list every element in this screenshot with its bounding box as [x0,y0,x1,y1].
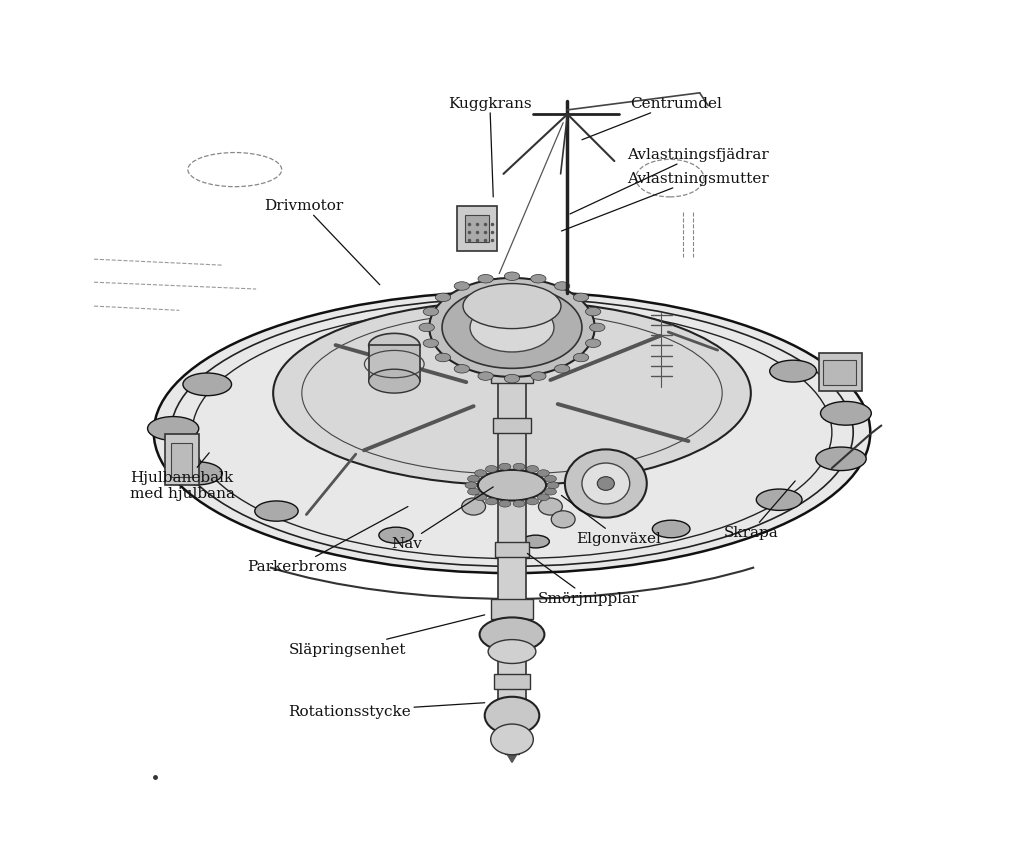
Ellipse shape [423,340,438,348]
Ellipse shape [479,618,545,652]
Text: Smörjnipplar: Smörjnipplar [527,554,639,605]
Text: Avlastningsmutter: Avlastningsmutter [561,172,769,232]
Ellipse shape [530,372,546,381]
Ellipse shape [255,501,298,521]
Ellipse shape [757,489,802,511]
Ellipse shape [173,463,222,486]
Ellipse shape [485,466,498,473]
FancyBboxPatch shape [465,216,489,243]
FancyBboxPatch shape [494,418,530,434]
Text: Elgonväxel: Elgonväxel [561,496,660,545]
Ellipse shape [379,527,414,544]
Ellipse shape [538,470,549,477]
Ellipse shape [470,303,554,353]
Ellipse shape [820,402,871,426]
Ellipse shape [505,375,519,383]
Ellipse shape [478,470,546,501]
Ellipse shape [462,498,485,515]
FancyBboxPatch shape [490,366,534,383]
Ellipse shape [478,372,494,381]
Ellipse shape [573,354,589,362]
Ellipse shape [547,482,559,489]
FancyBboxPatch shape [505,737,519,754]
Text: Rotationsstycke: Rotationsstycke [289,703,484,718]
Ellipse shape [586,308,601,316]
Ellipse shape [463,285,561,329]
Ellipse shape [273,302,751,486]
Ellipse shape [499,501,511,508]
Ellipse shape [369,334,420,358]
Ellipse shape [435,294,451,302]
Ellipse shape [551,511,575,528]
Ellipse shape [582,463,630,504]
Polygon shape [507,754,517,763]
Text: Centrumdel: Centrumdel [582,97,722,141]
FancyBboxPatch shape [492,476,532,495]
Ellipse shape [770,360,816,383]
Ellipse shape [597,477,614,491]
Ellipse shape [423,308,438,316]
FancyBboxPatch shape [457,207,498,251]
Ellipse shape [488,640,536,664]
Ellipse shape [465,482,477,489]
Text: Parkerbroms: Parkerbroms [248,507,408,573]
FancyBboxPatch shape [493,711,531,728]
Ellipse shape [545,489,556,496]
Ellipse shape [183,373,231,396]
Ellipse shape [513,463,525,470]
Ellipse shape [522,536,549,549]
Ellipse shape [526,466,539,473]
Ellipse shape [554,366,569,374]
Ellipse shape [475,470,486,477]
Ellipse shape [539,498,562,515]
Ellipse shape [530,275,546,284]
Ellipse shape [468,475,479,482]
FancyBboxPatch shape [165,435,199,486]
Text: Nav: Nav [391,487,494,550]
Ellipse shape [513,501,525,508]
Ellipse shape [565,450,647,518]
Ellipse shape [478,275,494,284]
Ellipse shape [154,292,870,573]
Ellipse shape [554,282,569,291]
Ellipse shape [369,370,420,394]
Ellipse shape [435,354,451,362]
FancyBboxPatch shape [495,542,529,557]
Ellipse shape [526,498,539,505]
FancyBboxPatch shape [823,360,856,386]
Ellipse shape [455,282,470,291]
Ellipse shape [419,324,434,332]
Ellipse shape [499,463,511,470]
Ellipse shape [429,279,595,377]
FancyBboxPatch shape [499,358,525,750]
Ellipse shape [484,697,540,734]
FancyBboxPatch shape [490,599,534,619]
Ellipse shape [485,498,498,505]
Ellipse shape [147,417,199,441]
FancyBboxPatch shape [495,674,529,689]
Ellipse shape [652,521,690,538]
Text: Avlastningsfjädrar: Avlastningsfjädrar [570,148,769,215]
Ellipse shape [442,287,582,369]
Ellipse shape [468,489,479,496]
Ellipse shape [816,447,866,471]
Ellipse shape [573,294,589,302]
FancyBboxPatch shape [171,443,193,477]
Text: Hjulbanebalk
med hjulbana: Hjulbanebalk med hjulbana [130,453,234,501]
Ellipse shape [538,494,549,501]
Text: Drivmotor: Drivmotor [264,199,380,285]
FancyBboxPatch shape [489,629,535,649]
Text: Skrapa: Skrapa [724,481,796,539]
FancyBboxPatch shape [369,346,420,382]
Text: Släpringsenhet: Släpringsenhet [289,615,484,656]
Ellipse shape [590,324,605,332]
FancyBboxPatch shape [819,354,862,392]
Text: Kuggkrans: Kuggkrans [449,97,531,198]
Ellipse shape [505,273,519,281]
Ellipse shape [475,494,486,501]
Ellipse shape [545,475,556,482]
Ellipse shape [490,724,534,755]
Ellipse shape [586,340,601,348]
Ellipse shape [455,366,470,374]
